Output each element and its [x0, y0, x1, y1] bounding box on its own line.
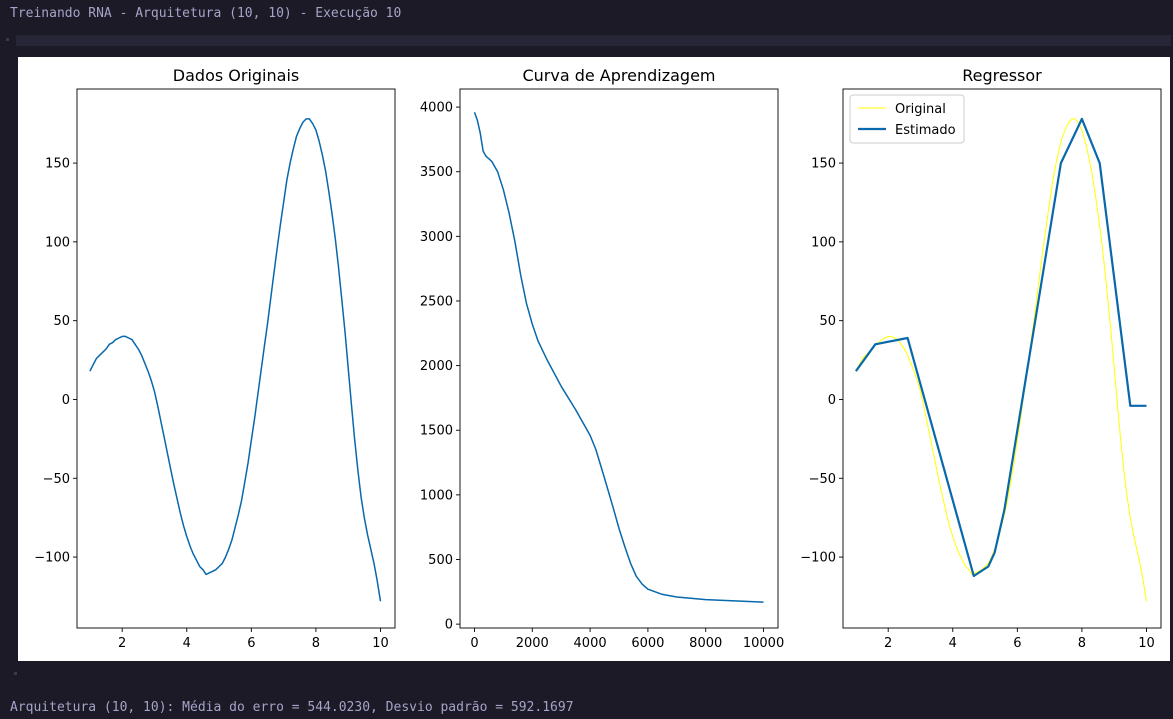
axes-frame [76, 88, 396, 629]
x-tick-label: 8000 [689, 636, 722, 651]
x-tick-label: 10 [1138, 636, 1155, 651]
x-tick-label: 6000 [631, 636, 664, 651]
legend-label: Original [895, 102, 946, 117]
y-tick-label: 50 [819, 314, 836, 329]
x-tick-label: 4 [949, 636, 957, 651]
y-tick-label: −100 [800, 551, 836, 566]
y-tick-label: 2500 [420, 294, 453, 309]
x-tick-label: 2 [884, 636, 892, 651]
y-tick-label: 1500 [420, 424, 453, 439]
x-tick-label: 4 [183, 636, 191, 651]
x-tick-label: 6 [247, 636, 255, 651]
axes-frame [842, 88, 1162, 629]
x-tick-label: 10 [372, 636, 389, 651]
scroll-marker [14, 672, 17, 675]
chart-1: Dados Originais 2 4 6 8 10 −100 −50 0 50 100 150 [34, 66, 396, 651]
chart-2: Curva de Aprendizagem 0 2000 4000 6000 8000 10… [420, 66, 784, 651]
x-tick-label: 0 [470, 636, 478, 651]
axes-frame [459, 88, 779, 629]
y-tick-label: −100 [34, 551, 70, 566]
y-tick-label: 150 [45, 157, 70, 172]
y-tick-label: −50 [809, 472, 836, 487]
y-tick-label: 500 [428, 553, 453, 568]
horizontal-scrollbar[interactable] [16, 35, 1171, 46]
chart-title: Curva de Aprendizagem [522, 66, 715, 85]
y-tick-label: 100 [811, 235, 836, 250]
y-tick-label: 3500 [420, 165, 453, 180]
y-tick-label: 4000 [420, 101, 453, 116]
y-tick-label: 0 [62, 393, 70, 408]
scroll-marker [6, 38, 9, 41]
x-tick-label: 4000 [574, 636, 607, 651]
y-tick-label: 0 [445, 618, 453, 633]
x-tick-label: 6 [1013, 636, 1021, 651]
x-tick-label: 2000 [516, 636, 549, 651]
y-tick-label: 100 [45, 235, 70, 250]
y-tick-label: 2000 [420, 359, 453, 374]
chart-title: Dados Originais [173, 66, 299, 85]
x-tick-label: 2 [118, 636, 126, 651]
y-tick-label: 150 [811, 157, 836, 172]
series-line-1 [473, 112, 764, 603]
series-line-estimado [855, 117, 1147, 578]
y-tick-label: 50 [53, 314, 70, 329]
console-title-line: Treinando RNA - Arquitetura (10, 10) - E… [10, 6, 402, 21]
console-summary-line: Arquitetura (10, 10): Média do erro = 54… [10, 700, 574, 715]
series-line-1 [89, 118, 382, 602]
chart-title: Regressor [962, 66, 1042, 85]
legend-label: Estimado [895, 123, 956, 138]
y-tick-label: 3000 [420, 230, 453, 245]
y-tick-label: 1000 [420, 488, 453, 503]
x-tick-label: 10000 [743, 636, 784, 651]
y-tick-label: −50 [43, 472, 70, 487]
legend-box [849, 94, 965, 144]
y-tick-label: 0 [828, 393, 836, 408]
x-tick-label: 8 [312, 636, 320, 651]
x-tick-label: 8 [1078, 636, 1086, 651]
chart-3: Regressor 2 4 6 8 10 −100 −50 0 50 100 150 Original E… [800, 66, 1162, 651]
figure-canvas: Dados Originais 2 4 6 8 10 −100 −50 0 50 100 150 Cur… [18, 57, 1170, 661]
